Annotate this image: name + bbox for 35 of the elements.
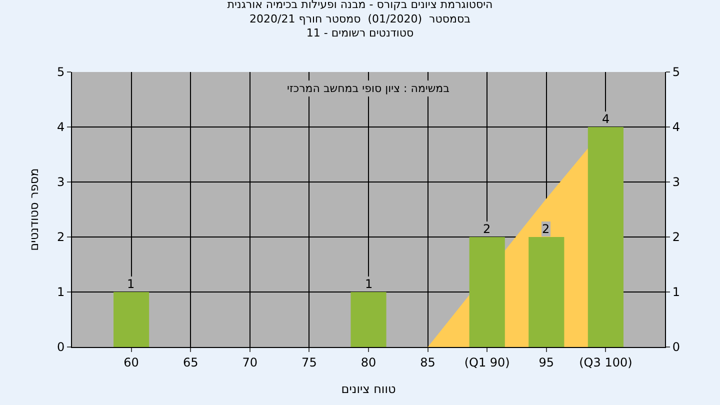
y2-tick-label: 3: [672, 175, 680, 190]
data-label: 4: [602, 112, 610, 126]
x-tick-label: (Q1 90): [464, 355, 510, 370]
x-tick-label: (Q3 100): [579, 355, 632, 370]
bar: [114, 292, 150, 347]
bar: [350, 292, 386, 347]
y2-tick-label: 2: [672, 230, 680, 244]
y-tick-label: 0: [56, 340, 65, 354]
x-tick-label: 80: [360, 355, 376, 370]
data-label: 2: [483, 222, 491, 236]
y-tick-label: 2: [56, 230, 65, 244]
bar: [528, 237, 564, 347]
chart-title: היסטוגרמת ציונים בקורס - מבנה ופעילות בכימיה אורגנית בסמסטר (01/2020) סמסטר חורף 2020/21 סטודנטים רשומים - 11: [227, 0, 493, 40]
y-tick-label: 4: [56, 120, 65, 134]
y-tick-label: 5: [56, 65, 65, 80]
y2-tick-label: 1: [672, 285, 680, 300]
x-axis-title: טווח ציונים: [341, 382, 396, 396]
x-tick-label: 65: [182, 355, 198, 370]
y-tick-label: 3: [56, 175, 65, 190]
data-label: 1: [365, 277, 373, 291]
y-tick-label: 1: [56, 285, 65, 300]
data-label: 1: [127, 277, 135, 291]
bar: [469, 237, 505, 347]
annotation: במשימה : ציון סופי במחשב המרכזי: [287, 82, 450, 95]
data-label: 2: [542, 222, 550, 236]
x-tick-label: 85: [420, 355, 436, 370]
y2-tick-label: 0: [672, 340, 680, 354]
x-tick-label: 70: [242, 355, 258, 370]
x-tick-label: 95: [538, 355, 554, 370]
bar: [588, 127, 624, 347]
x-tick-label: 60: [124, 355, 139, 370]
y2-tick-label: 5: [672, 65, 680, 80]
x-tick-label: 75: [302, 355, 317, 370]
y2-tick-label: 4: [672, 120, 680, 134]
y-axis-title: מספר סטודנטים: [27, 168, 41, 251]
